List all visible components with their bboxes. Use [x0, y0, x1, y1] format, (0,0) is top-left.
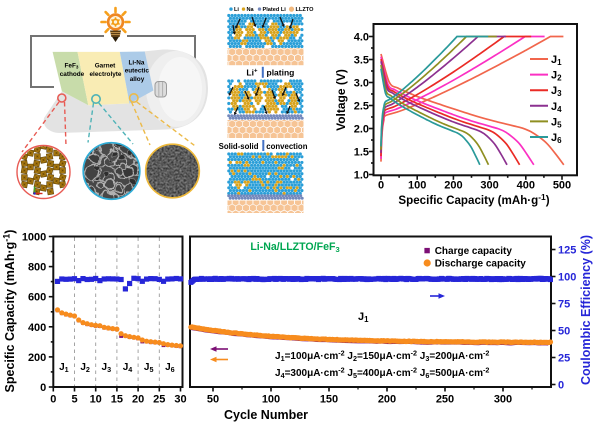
svg-text:1.5: 1.5: [354, 147, 369, 159]
svg-text:0: 0: [40, 382, 46, 394]
svg-text:Discharge capacity: Discharge capacity: [435, 259, 527, 270]
svg-text:200: 200: [378, 394, 396, 406]
svg-text:J1: J1: [59, 362, 69, 374]
svg-text:Solid-solid: Solid-solid: [219, 142, 259, 151]
svg-text:J6: J6: [165, 362, 175, 374]
svg-text:LLZTO: LLZTO: [296, 7, 315, 13]
svg-text:300: 300: [480, 179, 498, 191]
svg-text:2.5: 2.5: [354, 101, 369, 113]
svg-text:Li: Li: [234, 7, 239, 13]
svg-text:J5: J5: [551, 116, 562, 129]
svg-text:Na: Na: [247, 7, 255, 13]
svg-text:15: 15: [111, 394, 123, 406]
svg-text:Voltage (V): Voltage (V): [334, 69, 348, 131]
svg-text:J3: J3: [551, 85, 562, 98]
svg-text:125: 125: [558, 245, 576, 257]
svg-text:J5: J5: [144, 362, 154, 374]
svg-text:100: 100: [262, 394, 280, 406]
svg-text:1.0: 1.0: [354, 170, 369, 182]
svg-text:200: 200: [28, 352, 46, 364]
svg-text:Specific Capacity (mAh·g-1): Specific Capacity (mAh·g-1): [2, 230, 17, 393]
svg-text:250: 250: [436, 394, 454, 406]
svg-text:cathode: cathode: [60, 71, 85, 78]
svg-text:Li+: Li+: [246, 68, 258, 78]
svg-text:FeF3: FeF3: [65, 63, 79, 70]
svg-text:Garnet: Garnet: [95, 63, 116, 70]
svg-text:2.0: 2.0: [354, 124, 369, 136]
svg-text:20: 20: [132, 394, 144, 406]
svg-text:50: 50: [207, 394, 219, 406]
svg-text:1000: 1000: [22, 232, 46, 244]
svg-text:Li-Na/LLZTO/FeF3: Li-Na/LLZTO/FeF3: [250, 241, 339, 254]
svg-text:3.0: 3.0: [354, 78, 369, 90]
svg-text:alloy: alloy: [130, 76, 145, 83]
svg-text:Charge capacity: Charge capacity: [435, 246, 513, 257]
svg-text:J3: J3: [102, 362, 112, 374]
svg-text:Plated Li: Plated Li: [263, 7, 287, 13]
svg-text:75: 75: [558, 299, 570, 311]
svg-text:300: 300: [494, 394, 512, 406]
svg-text:plating: plating: [267, 68, 295, 78]
svg-text:Li-Na: Li-Na: [129, 60, 145, 67]
svg-text:30: 30: [174, 394, 186, 406]
svg-text:eutectic: eutectic: [125, 68, 150, 75]
svg-text:200: 200: [444, 179, 462, 191]
svg-text:J6: J6: [551, 132, 562, 145]
svg-text:0: 0: [558, 380, 564, 392]
svg-text:electrolyte: electrolyte: [90, 71, 122, 78]
svg-text:400: 400: [517, 179, 535, 191]
svg-text:J1: J1: [551, 54, 562, 67]
svg-text:100: 100: [558, 272, 576, 284]
svg-text:J4=300μA·cm-2 J5=400μA·cm-2: J4=300μA·cm-2 J5=400μA·cm-2 J6=500μA·cm-…: [275, 366, 489, 380]
svg-text:100: 100: [408, 179, 426, 191]
svg-text:5: 5: [71, 394, 77, 406]
svg-text:Coulombic Efficiency (%): Coulombic Efficiency (%): [579, 235, 593, 385]
svg-text:J4: J4: [551, 101, 562, 114]
svg-text:400: 400: [28, 322, 46, 334]
svg-text:500: 500: [553, 179, 571, 191]
svg-text:convection: convection: [266, 142, 307, 151]
svg-text:J4: J4: [123, 362, 133, 374]
svg-text:800: 800: [28, 262, 46, 274]
svg-text:J2: J2: [80, 362, 90, 374]
svg-text:25: 25: [558, 353, 570, 365]
svg-text:4.0: 4.0: [354, 32, 369, 44]
svg-text:25: 25: [153, 394, 165, 406]
svg-text:J2: J2: [551, 70, 562, 83]
svg-text:3.5: 3.5: [354, 55, 369, 67]
svg-text:10: 10: [90, 394, 102, 406]
svg-text:50: 50: [558, 326, 570, 338]
svg-text:150: 150: [320, 394, 338, 406]
svg-text:Specific Capacity (mAh·g-1): Specific Capacity (mAh·g-1): [398, 192, 549, 207]
svg-text:J1=100μA·cm-2 J2=150μA·cm-2: J1=100μA·cm-2 J2=150μA·cm-2 J3=200μA·cm-…: [275, 349, 489, 363]
svg-text:Cycle Number: Cycle Number: [224, 408, 308, 422]
svg-text:600: 600: [28, 292, 46, 304]
svg-text:J1: J1: [358, 311, 369, 324]
svg-text:0: 0: [378, 179, 384, 191]
svg-text:0: 0: [50, 394, 56, 406]
